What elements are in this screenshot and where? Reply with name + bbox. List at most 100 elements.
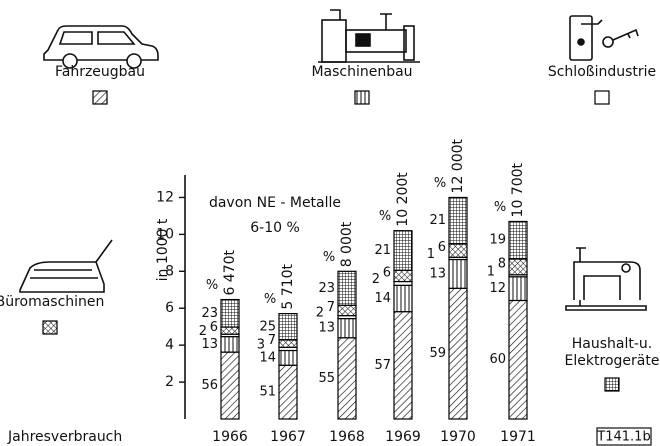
bar-segment xyxy=(393,311,413,420)
bar-segment xyxy=(508,220,528,260)
value-label: 59 xyxy=(429,346,446,361)
y-tick-label: 6 xyxy=(165,300,174,316)
legend-label: Haushalt-u. Elektrogeräte xyxy=(564,336,660,369)
typewriter-icon xyxy=(19,239,113,293)
legend-swatch xyxy=(92,90,108,105)
total-label: 12 000t xyxy=(450,138,466,193)
y-tick-label: 8 xyxy=(165,263,174,279)
bar-segment xyxy=(448,258,468,289)
bar-segment xyxy=(508,258,528,276)
bar-segment xyxy=(337,270,357,306)
bar-segment xyxy=(220,298,240,328)
value-label: 57 xyxy=(374,358,391,373)
machine-icon xyxy=(318,9,420,63)
value-label: 56 xyxy=(201,378,218,393)
value-label: 2 xyxy=(316,306,324,321)
value-label: 3 xyxy=(257,337,265,352)
bar-segment xyxy=(337,304,357,317)
total-label: 10 200t xyxy=(395,172,411,227)
bar-segment xyxy=(220,351,240,420)
value-label: 1 xyxy=(487,264,495,279)
bar-segment xyxy=(278,339,298,348)
value-label: 2 xyxy=(199,324,207,339)
value-label: 13 xyxy=(201,337,218,352)
value-label: 21 xyxy=(374,243,391,258)
bar-segment xyxy=(278,312,298,341)
bar-segment xyxy=(448,196,468,245)
value-label: 23 xyxy=(318,281,335,296)
value-label: 14 xyxy=(259,350,276,365)
bar-segment xyxy=(337,337,357,420)
value-label: 55 xyxy=(318,371,335,386)
total-label: 6 470t xyxy=(222,249,238,295)
x-tick-label: 1969 xyxy=(385,429,421,445)
bar-segment xyxy=(508,299,528,420)
y-tick-label: 12 xyxy=(156,189,174,205)
y-axis-label: in 1000 t xyxy=(155,218,171,281)
bar-segment xyxy=(278,349,298,366)
x-axis-label: Jahresverbrauch xyxy=(7,429,122,445)
x-tick-label: 1967 xyxy=(270,429,306,445)
y-tick-label: 10 xyxy=(156,226,174,242)
value-label: 13 xyxy=(318,321,335,336)
value-label: 6 xyxy=(210,320,218,335)
value-label: 2 xyxy=(372,272,380,287)
value-label: 21 xyxy=(429,213,446,228)
legend-label: Büromaschinen xyxy=(0,294,104,310)
percent-sign: % xyxy=(206,278,218,293)
legend-label: Fahrzeugbau xyxy=(55,64,145,80)
legend-label: Maschinenbau xyxy=(311,64,412,80)
legend-swatch xyxy=(604,377,620,392)
percent-sign: % xyxy=(264,292,276,307)
percent-sign: % xyxy=(323,250,335,265)
key-icon xyxy=(569,15,639,61)
value-label: 23 xyxy=(201,306,218,321)
bar-segment xyxy=(448,243,468,258)
bar-segment xyxy=(220,326,240,335)
bar-segment xyxy=(393,230,413,271)
value-label: 19 xyxy=(489,233,506,248)
figure-code: T141.1b xyxy=(596,430,650,445)
legend-label-box: Haushalt-u. Elektrogeräte xyxy=(564,336,660,369)
y-tick-label: 2 xyxy=(165,374,174,390)
x-tick-label: 1970 xyxy=(440,429,476,445)
value-label: 7 xyxy=(327,300,335,315)
bar-segment xyxy=(393,269,413,283)
bar-segment xyxy=(508,276,528,302)
x-tick-label: 1966 xyxy=(212,429,248,445)
total-label: 8 000t xyxy=(339,221,355,267)
total-label: 10 700t xyxy=(510,162,526,217)
percent-sign: % xyxy=(379,209,391,224)
legend-label: Schloßindustrie xyxy=(548,64,656,80)
value-label: 25 xyxy=(259,319,276,334)
value-label: 1 xyxy=(427,247,435,262)
annotation: 6-10 % xyxy=(250,220,300,236)
bar-segment xyxy=(220,335,240,353)
percent-sign: % xyxy=(434,176,446,191)
value-label: 12 xyxy=(489,281,506,296)
legend-swatch xyxy=(354,90,370,105)
car-icon xyxy=(43,25,159,69)
percent-sign: % xyxy=(494,200,506,215)
value-label: 8 xyxy=(498,256,506,271)
value-label: 60 xyxy=(489,352,506,367)
bar-segment xyxy=(337,317,357,339)
value-label: 7 xyxy=(268,333,276,348)
code-box xyxy=(596,427,652,446)
value-label: 6 xyxy=(438,240,446,255)
x-tick-label: 1971 xyxy=(500,429,536,445)
bar-segment xyxy=(448,287,468,420)
value-label: 14 xyxy=(374,291,391,306)
bar-segment xyxy=(393,284,413,313)
legend-swatch xyxy=(42,320,58,335)
legend-swatch xyxy=(594,90,610,105)
total-label: 5 710t xyxy=(280,264,296,310)
y-tick-label: 4 xyxy=(165,337,174,353)
value-label: 51 xyxy=(259,385,276,400)
value-label: 6 xyxy=(383,265,391,280)
bar-segment xyxy=(278,364,298,420)
x-tick-label: 1968 xyxy=(329,429,365,445)
sewing-machine-icon xyxy=(565,247,647,311)
annotation: davon NE - Metalle xyxy=(209,195,341,211)
